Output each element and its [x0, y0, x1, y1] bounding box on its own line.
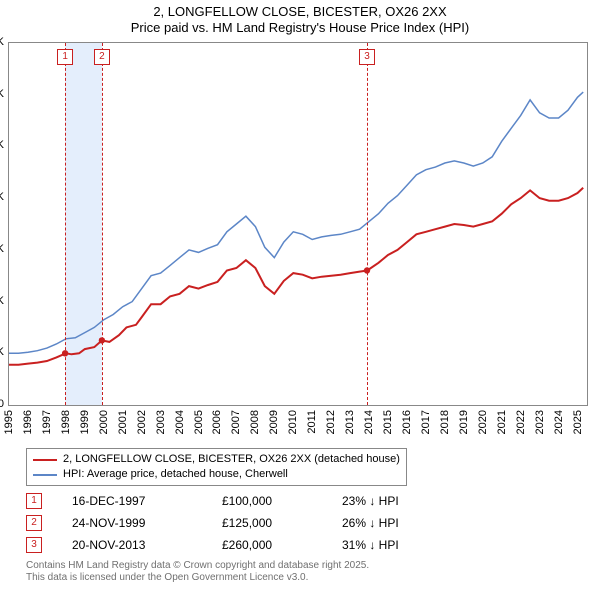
x-tick-label: 2010 — [287, 410, 299, 434]
legend-label-hpi: HPI: Average price, detached house, Cher… — [63, 467, 288, 482]
x-tick-label: 2007 — [230, 410, 242, 434]
x-tick-label: 1996 — [22, 410, 34, 434]
x-tick-label: 2012 — [325, 410, 337, 434]
x-tick-label: 2001 — [117, 410, 129, 434]
y-tick-label: £200K — [0, 295, 4, 307]
footer: Contains HM Land Registry data © Crown c… — [26, 560, 588, 584]
marker-vline — [102, 43, 103, 405]
x-tick-label: 2005 — [193, 410, 205, 434]
chart-title: 2, LONGFELLOW CLOSE, BICESTER, OX26 2XX … — [0, 4, 600, 36]
footer-line-2: This data is licensed under the Open Gov… — [26, 572, 588, 584]
y-tick-label: £0 — [0, 398, 4, 410]
y-tick-label: £600K — [0, 88, 4, 100]
marker-price-1: £100,000 — [222, 494, 342, 508]
marker-price-3: £260,000 — [222, 538, 342, 552]
marker-chip: 3 — [359, 49, 375, 65]
marker-row-3: 3 20-NOV-2013 £260,000 31% ↓ HPI — [26, 534, 452, 556]
x-tick-label: 2016 — [401, 410, 413, 434]
page: 2, LONGFELLOW CLOSE, BICESTER, OX26 2XX … — [0, 0, 600, 590]
x-tick-label: 2000 — [98, 410, 110, 434]
x-tick-label: 1999 — [79, 410, 91, 434]
x-tick-label: 2023 — [534, 410, 546, 434]
x-tick-label: 2009 — [268, 410, 280, 434]
x-tick-label: 2003 — [155, 410, 167, 434]
marker-chip-2: 2 — [26, 515, 42, 531]
marker-date-2: 24-NOV-1999 — [72, 516, 222, 530]
legend-swatch-price-paid — [33, 459, 57, 461]
y-tick-label: £400K — [0, 191, 4, 203]
price-chart: 1 2 3 — [8, 42, 588, 406]
marker-date-3: 20-NOV-2013 — [72, 538, 222, 552]
x-tick-label: 2017 — [420, 410, 432, 434]
marker-vline — [65, 43, 66, 405]
marker-delta-2: 26% ↓ HPI — [342, 516, 452, 530]
title-line-1: 2, LONGFELLOW CLOSE, BICESTER, OX26 2XX — [0, 4, 600, 20]
x-tick-label: 2004 — [174, 410, 186, 434]
marker-date-1: 16-DEC-1997 — [72, 494, 222, 508]
legend-row-hpi: HPI: Average price, detached house, Cher… — [33, 467, 400, 482]
marker-row-1: 1 16-DEC-1997 £100,000 23% ↓ HPI — [26, 490, 452, 512]
x-tick-label: 2015 — [382, 410, 394, 434]
x-tick-label: 2008 — [249, 410, 261, 434]
y-tick-label: £700K — [0, 36, 4, 48]
legend-swatch-hpi — [33, 474, 57, 476]
x-tick-label: 2024 — [553, 410, 565, 434]
x-tick-label: 2002 — [136, 410, 148, 434]
marker-chip-1: 1 — [26, 493, 42, 509]
x-tick-label: 2021 — [496, 410, 508, 434]
marker-row-2: 2 24-NOV-1999 £125,000 26% ↓ HPI — [26, 512, 452, 534]
x-tick-label: 2013 — [344, 410, 356, 434]
x-axis-labels: 1995199619971998199920002001200220032004… — [8, 406, 588, 442]
x-tick-label: 2011 — [306, 410, 318, 434]
x-tick-label: 1997 — [41, 410, 53, 434]
x-tick-label: 2019 — [458, 410, 470, 434]
legend-row-price-paid: 2, LONGFELLOW CLOSE, BICESTER, OX26 2XX … — [33, 452, 400, 467]
marker-price-2: £125,000 — [222, 516, 342, 530]
x-tick-label: 1995 — [3, 410, 15, 434]
marker-chip: 2 — [94, 49, 110, 65]
legend: 2, LONGFELLOW CLOSE, BICESTER, OX26 2XX … — [26, 448, 407, 486]
y-tick-label: £300K — [0, 243, 4, 255]
x-tick-label: 2014 — [363, 410, 375, 434]
markers-table: 1 16-DEC-1997 £100,000 23% ↓ HPI 2 24-NO… — [26, 490, 452, 556]
x-tick-label: 2018 — [439, 410, 451, 434]
x-tick-label: 2006 — [211, 410, 223, 434]
x-tick-label: 1998 — [60, 410, 72, 434]
footer-line-1: Contains HM Land Registry data © Crown c… — [26, 560, 588, 572]
marker-delta-3: 31% ↓ HPI — [342, 538, 452, 552]
title-line-2: Price paid vs. HM Land Registry's House … — [0, 20, 600, 36]
legend-label-price-paid: 2, LONGFELLOW CLOSE, BICESTER, OX26 2XX … — [63, 452, 400, 467]
y-tick-label: £500K — [0, 139, 4, 151]
x-tick-label: 2022 — [515, 410, 527, 434]
series-hpi — [9, 92, 583, 353]
chart-plot-area — [9, 43, 587, 405]
marker-chip-3: 3 — [26, 537, 42, 553]
x-tick-label: 2025 — [572, 410, 584, 434]
series-price_paid — [9, 188, 583, 365]
marker-chip: 1 — [57, 49, 73, 65]
x-tick-label: 2020 — [477, 410, 489, 434]
marker-delta-1: 23% ↓ HPI — [342, 494, 452, 508]
marker-vline — [367, 43, 368, 405]
y-tick-label: £100K — [0, 346, 4, 358]
